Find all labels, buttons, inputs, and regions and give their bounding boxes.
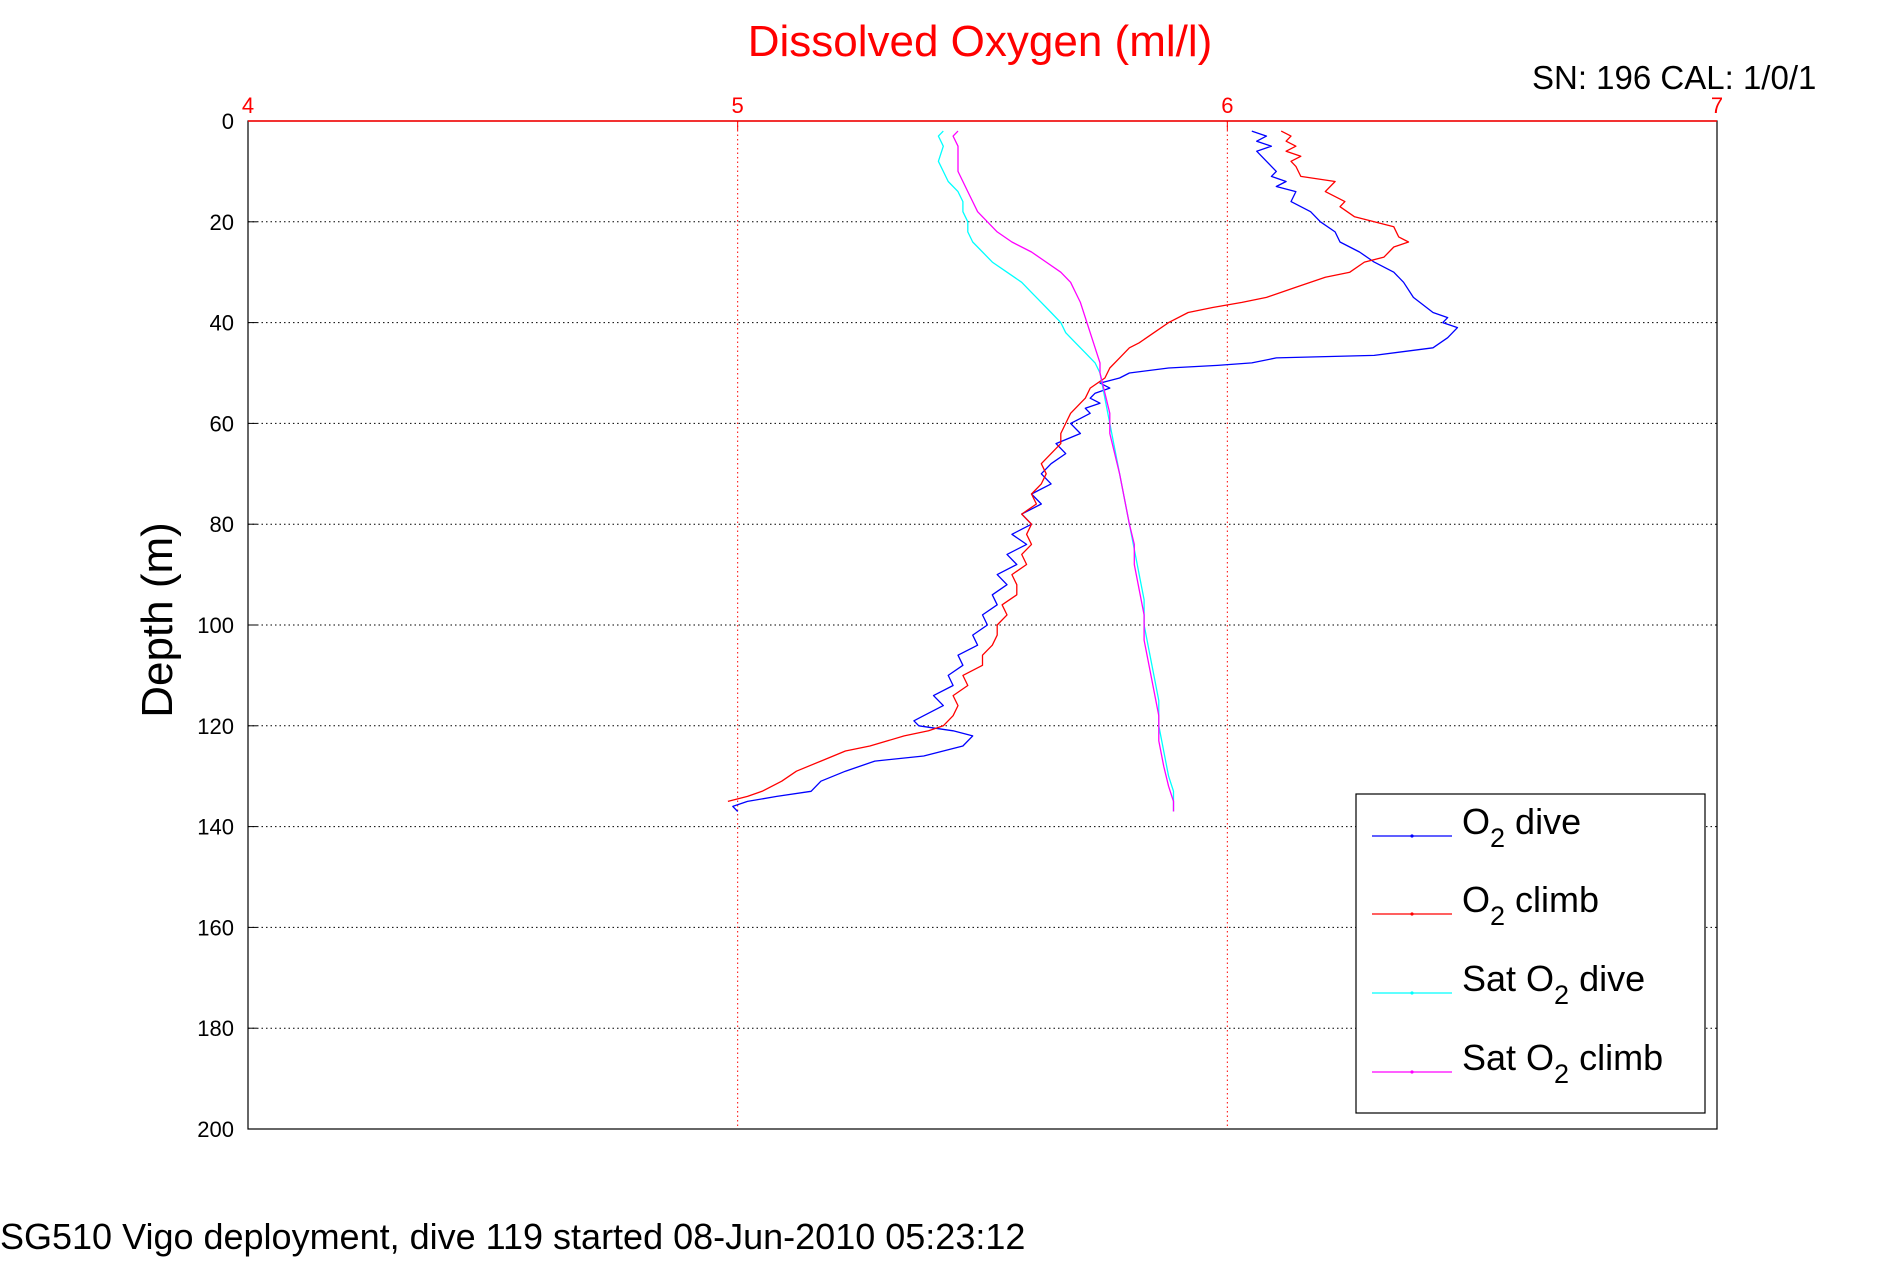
axes: 0 20 40 60 80 100 120 140 160 180 200 4 5 6 7	[197, 93, 1723, 1142]
legend-marker	[1410, 1070, 1414, 1074]
series-line-4	[952, 130, 1175, 812]
y-tick-label: 120	[197, 714, 234, 739]
series-layer	[727, 130, 1459, 812]
x-tick-label: 7	[1711, 93, 1723, 118]
y-tick-label: 100	[197, 613, 234, 638]
y-tick-label: 140	[197, 815, 234, 840]
chart-title: Dissolved Oxygen (ml/l)	[748, 17, 1213, 66]
y-tick-label: 60	[210, 411, 234, 436]
y-tick-label: 20	[210, 210, 234, 235]
series-line-3	[937, 130, 1175, 812]
y-tick-label: 160	[197, 915, 234, 940]
footer-caption: SG510 Vigo deployment, dive 119 started …	[0, 1216, 1025, 1257]
y-tick-label: 80	[210, 512, 234, 537]
y-tick-label: 0	[222, 109, 234, 134]
y-tick-label: 200	[197, 1117, 234, 1142]
serial-calibration-label: SN: 196 CAL: 1/0/1	[1532, 59, 1816, 96]
legend-box	[1355, 793, 1706, 1114]
y-tick-label: 40	[210, 311, 234, 336]
legend-label: O2 dive	[1462, 801, 1581, 853]
legend-marker	[1410, 991, 1414, 995]
series-line-2	[727, 130, 1410, 803]
series-line-1	[732, 130, 1459, 812]
y-tick-label: 180	[197, 1016, 234, 1041]
x-tick-label: 6	[1221, 93, 1233, 118]
y-axis-label: Depth (m)	[133, 522, 182, 718]
x-tick-label: 5	[732, 93, 744, 118]
legend-label: Sat O2 dive	[1462, 958, 1645, 1010]
legend-label: Sat O2 climb	[1462, 1037, 1663, 1089]
legend-label: O2 climb	[1462, 879, 1599, 931]
legend-marker	[1410, 912, 1414, 916]
legend-marker	[1410, 834, 1414, 838]
legend: O2 dive O2 climb Sat O2 dive Sat O2 climb	[1355, 793, 1706, 1114]
x-tick-label: 4	[242, 93, 254, 118]
